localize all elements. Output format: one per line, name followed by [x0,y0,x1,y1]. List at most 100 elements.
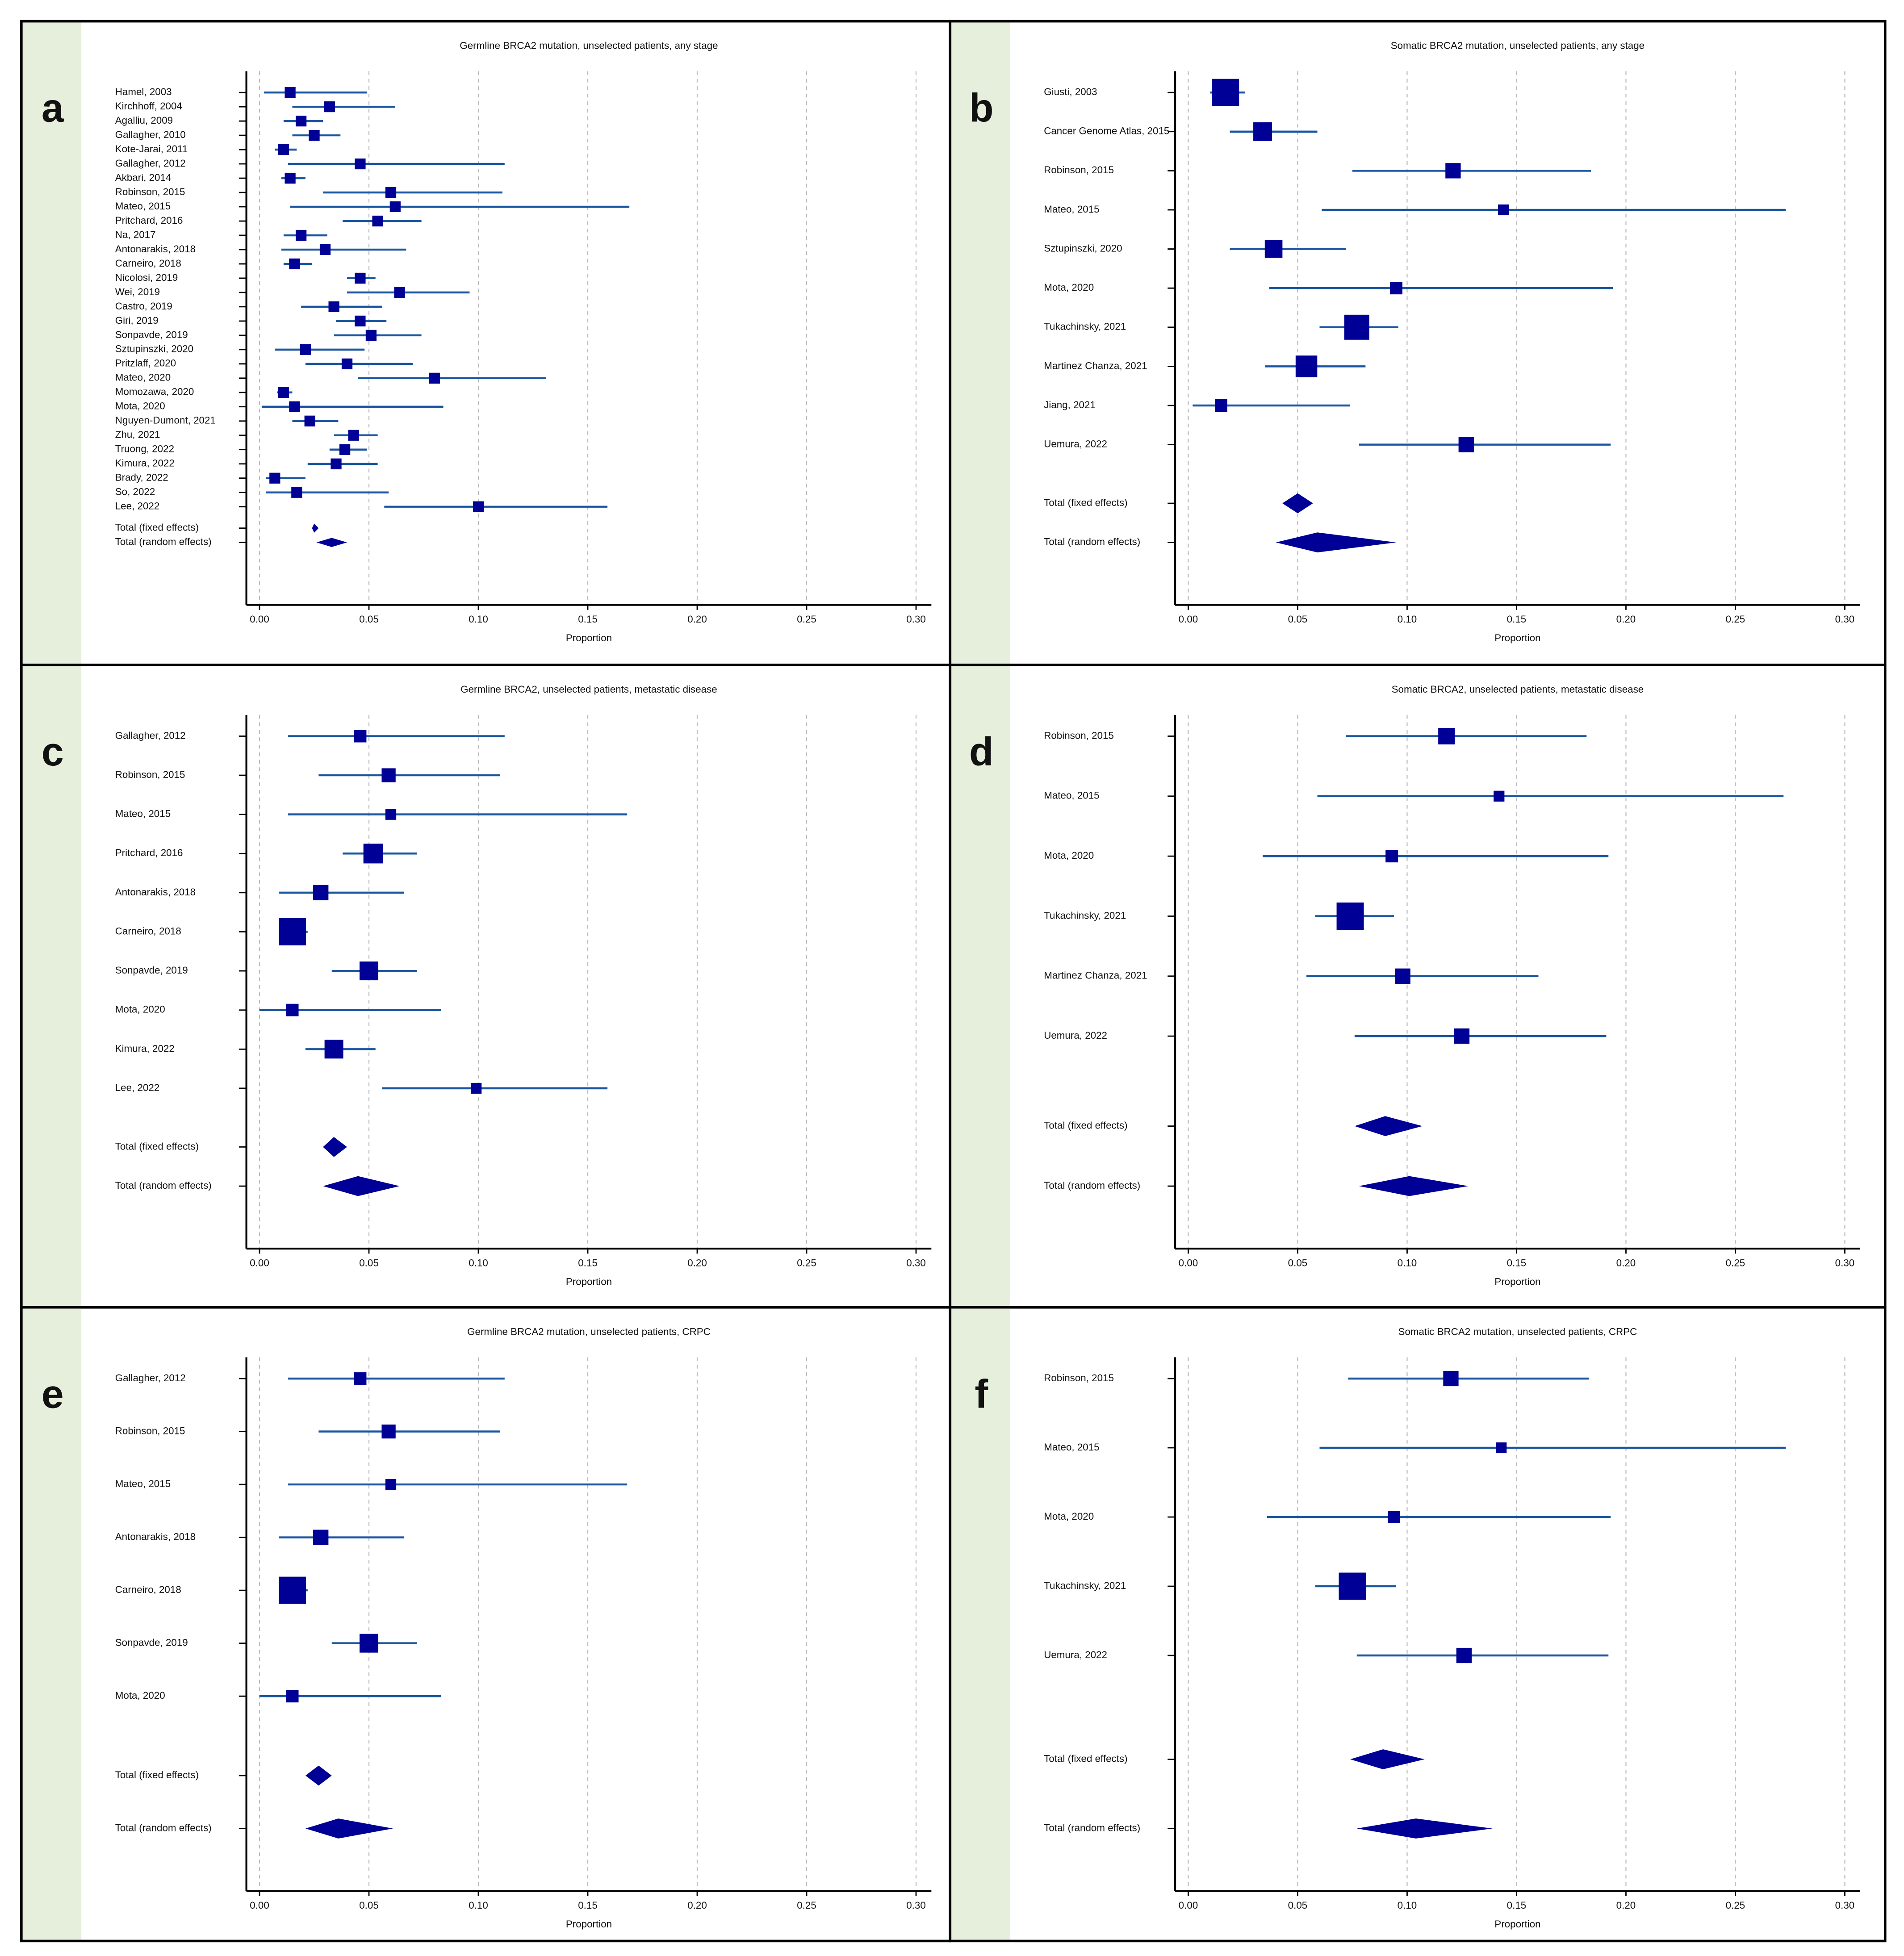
study-label: Pritchard, 2016 [115,215,183,226]
study-label: Robinson, 2015 [1044,730,1114,741]
study-square [1253,122,1272,141]
total-label: Total (fixed effects) [115,1769,199,1780]
study-label: Gallagher, 2010 [115,129,186,140]
study-label: So, 2022 [115,486,155,497]
study-square [363,844,383,864]
panel-border [949,1306,1887,1943]
x-tick-label: 0.00 [250,1257,269,1268]
x-tick-label: 0.15 [1507,1257,1527,1268]
study-label: Kimura, 2022 [115,1043,175,1054]
panel-label: b [969,86,994,130]
x-tick-label: 0.30 [906,614,926,625]
x-axis-label: Proportion [1494,632,1540,644]
study-label: Giri, 2019 [115,315,159,326]
study-label: Antonarakis, 2018 [115,243,196,255]
study-label: Gallagher, 2012 [115,730,186,741]
panel-strip [21,21,82,665]
study-square [324,101,335,113]
study-square [1456,1647,1472,1663]
x-tick-label: 0.25 [797,614,816,625]
x-tick-label: 0.20 [1616,1900,1636,1911]
study-square [1494,790,1505,802]
x-tick-label: 0.10 [1398,1257,1417,1268]
x-tick-label: 0.10 [1398,1900,1417,1911]
study-label: Mota, 2020 [115,1004,165,1015]
study-square [1438,727,1455,744]
study-label: Mateo, 2015 [115,201,171,212]
total-diamond [316,538,347,547]
study-square [1458,437,1474,452]
study-square [1295,355,1318,377]
study-label: Nguyen-Dumont, 2021 [115,415,216,426]
study-square [381,768,396,782]
x-tick-label: 0.05 [1288,614,1308,625]
x-tick-label: 0.25 [797,1900,816,1911]
panel-label: d [969,729,994,774]
x-tick-label: 0.15 [1507,614,1527,625]
study-square [1336,902,1364,930]
total-label: Total (random effects) [115,1822,212,1833]
study-label: Mateo, 2020 [115,372,171,383]
study-label: Gallagher, 2012 [115,158,186,169]
study-square [279,918,306,946]
study-square [324,1040,343,1059]
x-tick-label: 0.00 [250,614,269,625]
study-label: Pritzlaff, 2020 [115,358,176,369]
study-square [394,287,405,298]
study-label: Na, 2017 [115,229,156,240]
study-square [1389,282,1402,295]
study-label: Mota, 2020 [115,401,165,412]
chart-title: Somatic BRCA2 mutation, unselected patie… [1391,40,1645,51]
study-label: Kimura, 2022 [115,458,175,469]
study-label: Mateo, 2015 [1044,790,1099,801]
total-diamond [312,523,319,533]
study-square [341,358,353,369]
study-label: Agalliu, 2009 [115,115,173,126]
study-square [1443,1371,1459,1387]
study-label: Carneiro, 2018 [115,1584,181,1595]
x-tick-label: 0.05 [359,1257,379,1268]
study-square [296,230,307,241]
total-label: Total (fixed effects) [1044,1120,1127,1131]
x-axis-label: Proportion [566,1918,612,1930]
study-label: Kirchhoff, 2004 [115,100,182,112]
study-square [354,730,367,743]
study-square [313,1530,329,1545]
chart-title: Somatic BRCA2, unselected patients, meta… [1392,684,1644,695]
study-label: Gallagher, 2012 [115,1372,186,1383]
study-label: Tukachinsky, 2021 [1044,1580,1126,1591]
x-tick-label: 0.00 [1179,614,1198,625]
study-label: Truong, 2022 [115,443,174,455]
x-tick-label: 0.20 [1616,614,1636,625]
study-square [289,258,300,270]
x-tick-label: 0.05 [1288,1900,1308,1911]
total-diamond [305,1818,393,1839]
study-label: Mateo, 2015 [1044,1442,1099,1453]
study-label: Brady, 2022 [115,472,168,483]
panel-label: c [42,729,64,774]
x-tick-label: 0.15 [578,1900,598,1911]
x-tick-label: 0.15 [578,1257,598,1268]
study-square [381,1424,396,1439]
study-square [286,1690,299,1703]
study-label: Mota, 2020 [1044,282,1094,293]
total-label: Total (fixed effects) [115,522,199,533]
total-label: Total (random effects) [115,1180,212,1191]
panel-label: a [42,86,64,130]
x-tick-label: 0.20 [687,1257,707,1268]
panel-strip [950,21,1010,665]
study-square [473,501,484,512]
study-square [429,372,440,384]
study-square [354,1372,367,1385]
study-label: Pritchard, 2016 [115,847,183,858]
study-square [1498,204,1509,216]
study-square [1496,1442,1507,1454]
total-diamond [323,1176,400,1196]
study-label: Martinez Chanza, 2021 [1044,970,1147,981]
x-tick-label: 0.00 [1179,1900,1198,1911]
study-label: Robinson, 2015 [115,1425,185,1436]
x-tick-label: 0.15 [1507,1900,1527,1911]
total-label: Total (random effects) [1044,1822,1140,1833]
